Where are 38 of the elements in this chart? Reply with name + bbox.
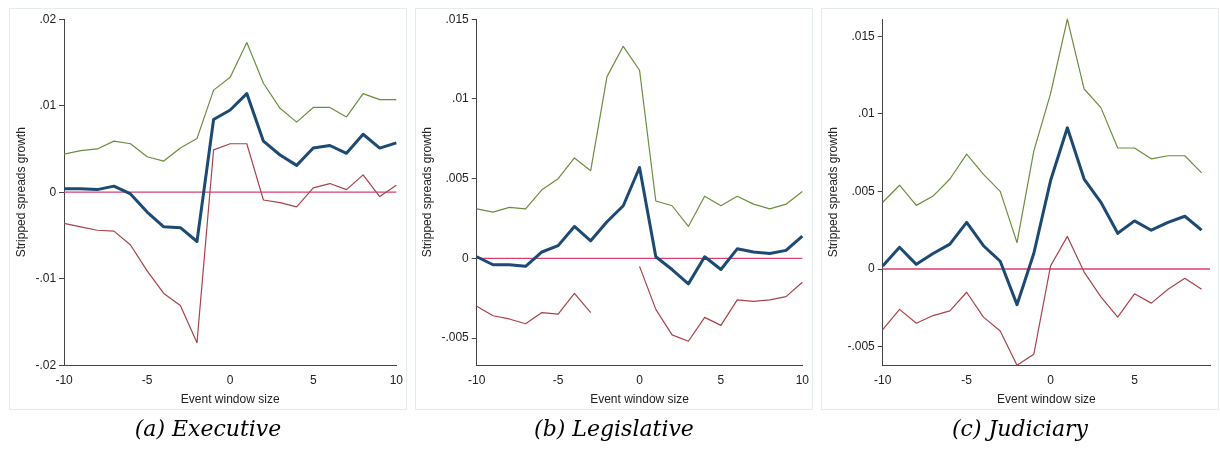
x-tick-label: 5: [1131, 372, 1139, 387]
y-tick-label: .015: [445, 11, 470, 26]
y-axis-title: Stripped spreads growth: [825, 127, 840, 258]
y-tick-label: .01: [858, 106, 876, 121]
x-tick-label: -5: [141, 372, 153, 387]
x-tick-label: 5: [717, 372, 725, 387]
x-tick-label: 10: [795, 372, 810, 387]
y-tick-label: .005: [445, 170, 470, 185]
x-axis-title: Event window size: [997, 392, 1097, 407]
x-tick-label: -5: [961, 372, 973, 387]
x-tick-label: 0: [226, 372, 234, 387]
y-tick-label: -.01: [35, 271, 57, 286]
x-tick-label: -5: [552, 372, 564, 387]
y-tick-label: .01: [452, 91, 470, 106]
x-axis-title: Event window size: [180, 392, 280, 407]
x-tick-label: 10: [389, 372, 404, 387]
y-tick-label: .01: [39, 98, 57, 113]
x-tick-label: 0: [636, 372, 644, 387]
x-tick-label: -10: [874, 372, 892, 387]
y-axis-title: Stripped spreads growth: [13, 127, 28, 258]
y-tick-label: 0: [868, 261, 876, 276]
y-tick-label: .02: [39, 11, 57, 26]
x-tick-label: -10: [468, 372, 486, 387]
text: (a) Executive: [134, 416, 282, 441]
y-tick-label: -.02: [35, 357, 57, 372]
text: (b) Legislative: [534, 416, 694, 441]
y-tick-label: 0: [49, 184, 57, 199]
y-tick-label: -.005: [847, 338, 876, 353]
y-tick-label: -.005: [441, 330, 470, 345]
y-tick-label: .015: [851, 28, 876, 43]
x-tick-label: -10: [55, 372, 74, 387]
x-tick-label: 5: [309, 372, 317, 387]
x-tick-label: 0: [1047, 372, 1055, 387]
y-tick-label: .005: [851, 183, 876, 198]
text: (c) Judiciary: [951, 416, 1088, 441]
y-axis-title: Stripped spreads growth: [419, 127, 434, 258]
y-tick-label: 0: [462, 250, 470, 265]
x-axis-title: Event window size: [590, 392, 690, 407]
